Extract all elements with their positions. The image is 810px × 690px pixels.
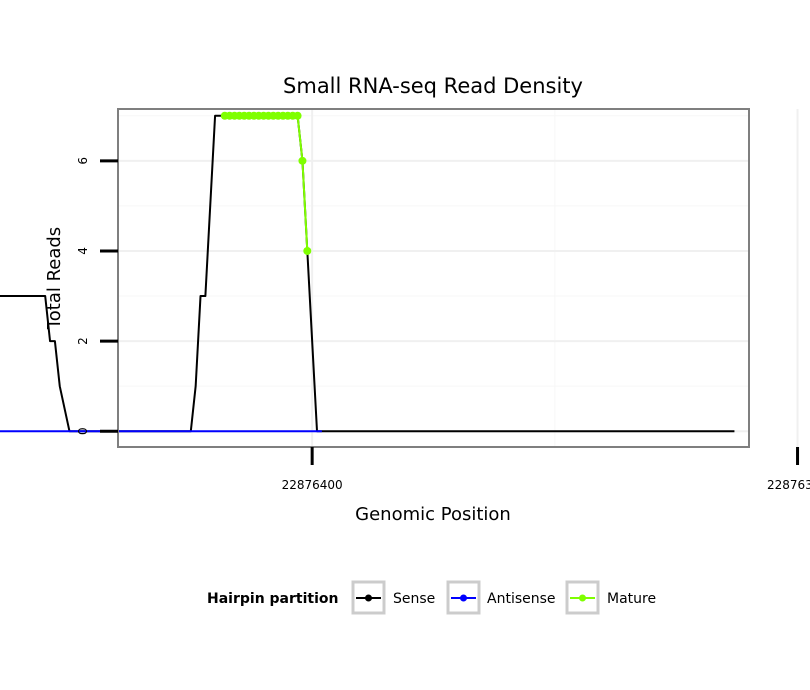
legend-point-antisense bbox=[460, 594, 467, 602]
mature-point-16 bbox=[298, 156, 307, 165]
legend-item-mature: Mature bbox=[565, 580, 656, 615]
legend-item-sense: Sense bbox=[351, 580, 435, 615]
legend-label-mature: Mature bbox=[607, 591, 656, 607]
x-tick-label-1: 22876300 bbox=[767, 478, 810, 492]
x-axis: 22876400 22876300 bbox=[282, 447, 810, 492]
plot-panel bbox=[118, 109, 749, 447]
x-tick-label-0: 22876400 bbox=[282, 478, 343, 492]
plot-border bbox=[117, 108, 750, 448]
legend-point-sense bbox=[365, 594, 372, 602]
legend-item-antisense: Antisense bbox=[446, 580, 556, 615]
legend: Hairpin partition Sense Antisense Mature bbox=[207, 580, 656, 615]
legend-title: Hairpin partition bbox=[207, 591, 338, 607]
y-tick-label-3: 6 bbox=[76, 157, 90, 165]
y-tick-label-2: 4 bbox=[76, 247, 90, 255]
mature-point-15 bbox=[293, 111, 302, 120]
legend-point-mature bbox=[579, 594, 586, 602]
y-tick-label-1: 2 bbox=[76, 337, 90, 345]
legend-label-sense: Sense bbox=[393, 591, 435, 607]
y-tick-label-0: 0 bbox=[76, 427, 90, 435]
y-axis-title: Total Reads bbox=[44, 227, 65, 330]
plot-area bbox=[0, 108, 799, 448]
mature-point-17 bbox=[303, 246, 312, 255]
chart-title: Small RNA-seq Read Density bbox=[283, 74, 583, 98]
legend-label-antisense: Antisense bbox=[487, 591, 556, 607]
x-axis-title: Genomic Position bbox=[355, 504, 511, 525]
y-axis: 0 2 4 6 bbox=[76, 157, 118, 435]
